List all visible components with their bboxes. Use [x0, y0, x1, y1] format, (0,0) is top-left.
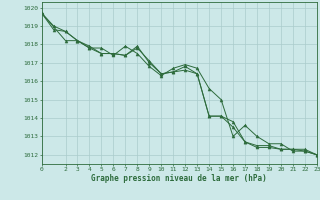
X-axis label: Graphe pression niveau de la mer (hPa): Graphe pression niveau de la mer (hPa) [91, 174, 267, 183]
